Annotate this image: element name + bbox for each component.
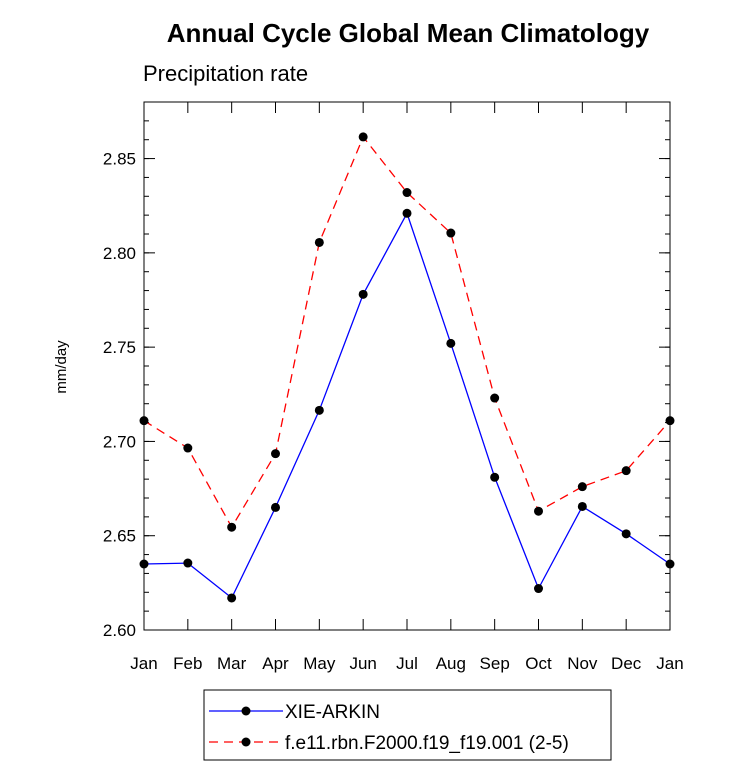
y-tick-labels: 2.60 2.65 2.70 2.75 2.80 2.85 — [103, 150, 136, 640]
x-tick-label: Feb — [173, 654, 202, 673]
chart-subtitle: Precipitation rate — [143, 61, 308, 86]
data-point — [402, 188, 412, 198]
data-point — [490, 472, 500, 482]
data-point — [621, 529, 631, 539]
data-point — [271, 502, 280, 512]
x-tick-label: Mar — [217, 654, 247, 673]
y-tick-label: 2.70 — [103, 432, 136, 451]
y-tick-label: 2.80 — [103, 244, 136, 263]
legend: XIE-ARKIN f.e11.rbn.F2000.f19_f19.001 (2… — [203, 689, 612, 761]
y-tick-label: 2.85 — [103, 150, 136, 169]
data-point — [577, 501, 587, 511]
data-point — [271, 449, 280, 459]
y-tick-label: 2.65 — [103, 527, 136, 546]
x-tick-label: Apr — [262, 654, 289, 673]
data-point — [402, 208, 412, 218]
x-tick-label: Oct — [525, 654, 552, 673]
data-point — [534, 506, 543, 516]
data-point — [446, 228, 456, 238]
legend-label-model: f.e11.rbn.F2000.f19_f19.001 (2-5) — [285, 733, 569, 754]
data-point — [314, 237, 324, 247]
legend-label-xie-arkin: XIE-ARKIN — [285, 702, 380, 723]
data-point — [358, 289, 368, 299]
x-tick-label: Dec — [611, 654, 642, 673]
series-line-0 — [143, 211, 671, 599]
x-tick-labels: Jan Feb Mar Apr May Jun Jul Aug Sep Oct Nov Dec Jan — [130, 654, 683, 673]
data-point — [621, 466, 631, 476]
data-point — [227, 522, 237, 532]
data-point — [358, 132, 368, 142]
data-point — [227, 593, 237, 603]
minor-ticks — [144, 101, 670, 631]
series-markers — [139, 132, 675, 603]
x-tick-label: Jan — [656, 654, 683, 673]
data-point — [577, 482, 587, 492]
plot-frame — [143, 101, 671, 631]
legend-box — [203, 689, 612, 761]
x-tick-label: Jun — [349, 654, 376, 673]
data-point — [490, 393, 500, 403]
x-tick-label: Aug — [436, 654, 466, 673]
data-point — [183, 558, 193, 568]
x-tick-label: Nov — [567, 654, 598, 673]
data-point — [183, 443, 193, 453]
data-point — [446, 338, 456, 348]
major-ticks — [143, 102, 671, 631]
x-tick-label: Sep — [480, 654, 510, 673]
y-tick-label: 2.75 — [103, 338, 136, 357]
data-point — [314, 405, 324, 415]
chart-title: Annual Cycle Global Mean Climatology — [167, 18, 650, 48]
x-tick-label: Jan — [130, 654, 157, 673]
y-axis-label: mm/day — [53, 340, 70, 394]
y-tick-label: 2.60 — [103, 621, 136, 640]
data-point — [534, 584, 543, 594]
x-tick-label: May — [303, 654, 336, 673]
series-lines — [143, 135, 671, 599]
legend-marker-model — [241, 737, 251, 747]
legend-marker-xie-arkin — [241, 706, 251, 716]
x-tick-label: Jul — [396, 654, 418, 673]
